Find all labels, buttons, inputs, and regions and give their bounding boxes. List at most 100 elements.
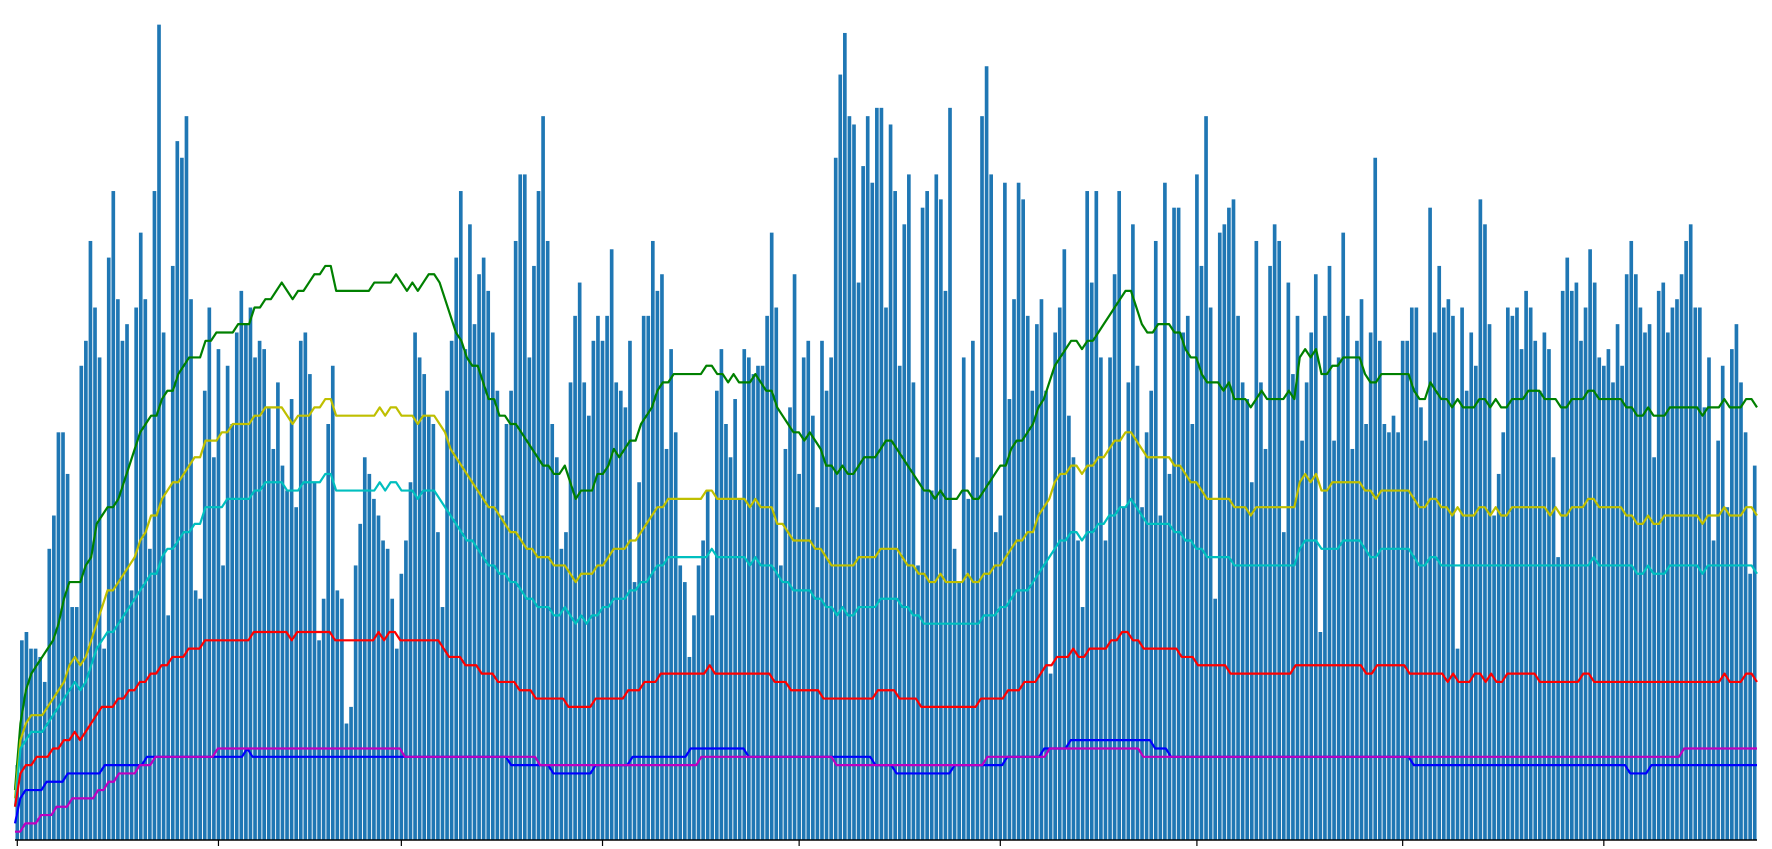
bar <box>1725 507 1730 840</box>
bar <box>1597 357 1602 840</box>
bar <box>440 607 445 840</box>
bar <box>1615 324 1620 840</box>
bar <box>344 723 349 840</box>
bar <box>93 307 97 840</box>
bar <box>84 340 88 840</box>
bar <box>605 315 609 841</box>
bar <box>1602 365 1606 840</box>
bar <box>207 307 212 840</box>
bar <box>1510 315 1515 841</box>
bar <box>1181 332 1186 840</box>
bar <box>212 457 216 840</box>
bar <box>381 540 385 840</box>
bar <box>961 357 966 840</box>
bar <box>1611 382 1615 840</box>
bar <box>125 324 129 840</box>
bar <box>294 507 299 840</box>
bar <box>1204 116 1208 840</box>
bar <box>449 340 454 840</box>
bar <box>792 274 797 840</box>
bar <box>998 515 1003 840</box>
bar <box>1579 340 1583 840</box>
bar <box>1634 274 1638 840</box>
bars-layer <box>15 24 1757 841</box>
bar <box>184 116 189 840</box>
bar <box>193 590 198 840</box>
bar <box>1021 199 1025 841</box>
bar <box>285 490 289 840</box>
bar <box>1089 282 1094 840</box>
bar <box>88 240 93 840</box>
bar <box>1533 340 1538 840</box>
bar <box>52 515 56 840</box>
bar <box>29 648 33 840</box>
bar <box>1099 357 1103 840</box>
bar <box>1300 440 1304 840</box>
bar <box>1067 415 1071 840</box>
bar <box>1661 282 1666 840</box>
bar <box>641 315 646 841</box>
bar <box>189 299 193 840</box>
bar <box>632 582 637 840</box>
bar <box>509 390 513 840</box>
bar <box>1752 465 1757 840</box>
bar <box>1341 232 1346 840</box>
bar <box>1620 365 1624 840</box>
bar <box>1217 232 1222 840</box>
bar <box>614 382 619 840</box>
bar <box>737 498 742 840</box>
bar <box>385 548 390 840</box>
bar <box>1195 174 1199 840</box>
bar <box>952 548 957 840</box>
bar <box>554 457 559 840</box>
bar <box>1405 340 1410 840</box>
bar <box>1163 182 1167 841</box>
bar <box>1094 191 1099 841</box>
bar <box>541 116 545 840</box>
bar <box>1295 315 1300 841</box>
bar <box>1309 332 1314 840</box>
bar <box>56 432 61 840</box>
bar <box>372 498 376 840</box>
bar <box>330 365 335 840</box>
bar <box>148 548 152 840</box>
bar <box>38 656 42 840</box>
bar <box>102 648 106 840</box>
bar <box>1483 224 1487 840</box>
bar <box>779 565 783 840</box>
bar <box>271 448 276 840</box>
bar <box>1505 307 1510 840</box>
bar <box>742 349 747 840</box>
bar <box>120 340 125 840</box>
bar <box>623 407 628 840</box>
bar <box>454 257 459 841</box>
bar <box>1355 340 1359 840</box>
bar <box>1135 365 1140 840</box>
bar <box>1345 315 1350 841</box>
bar <box>993 532 998 840</box>
bar <box>788 407 792 840</box>
bar <box>875 107 879 841</box>
bar <box>97 357 102 840</box>
bar <box>1743 432 1748 840</box>
bar <box>312 482 317 840</box>
bar <box>129 590 134 840</box>
bar <box>1451 315 1455 841</box>
bar <box>61 432 65 840</box>
bar <box>1227 207 1231 840</box>
bar <box>1117 191 1122 841</box>
bar <box>1487 324 1492 840</box>
series-line <box>13 630 1758 807</box>
bar <box>308 374 312 840</box>
bar <box>719 349 724 840</box>
bar <box>1012 299 1016 840</box>
bar <box>116 299 120 840</box>
bar <box>1675 299 1679 840</box>
bar <box>1240 382 1245 840</box>
bar <box>568 382 573 840</box>
bar <box>705 490 710 840</box>
bar <box>317 640 321 840</box>
bar <box>1121 507 1126 840</box>
